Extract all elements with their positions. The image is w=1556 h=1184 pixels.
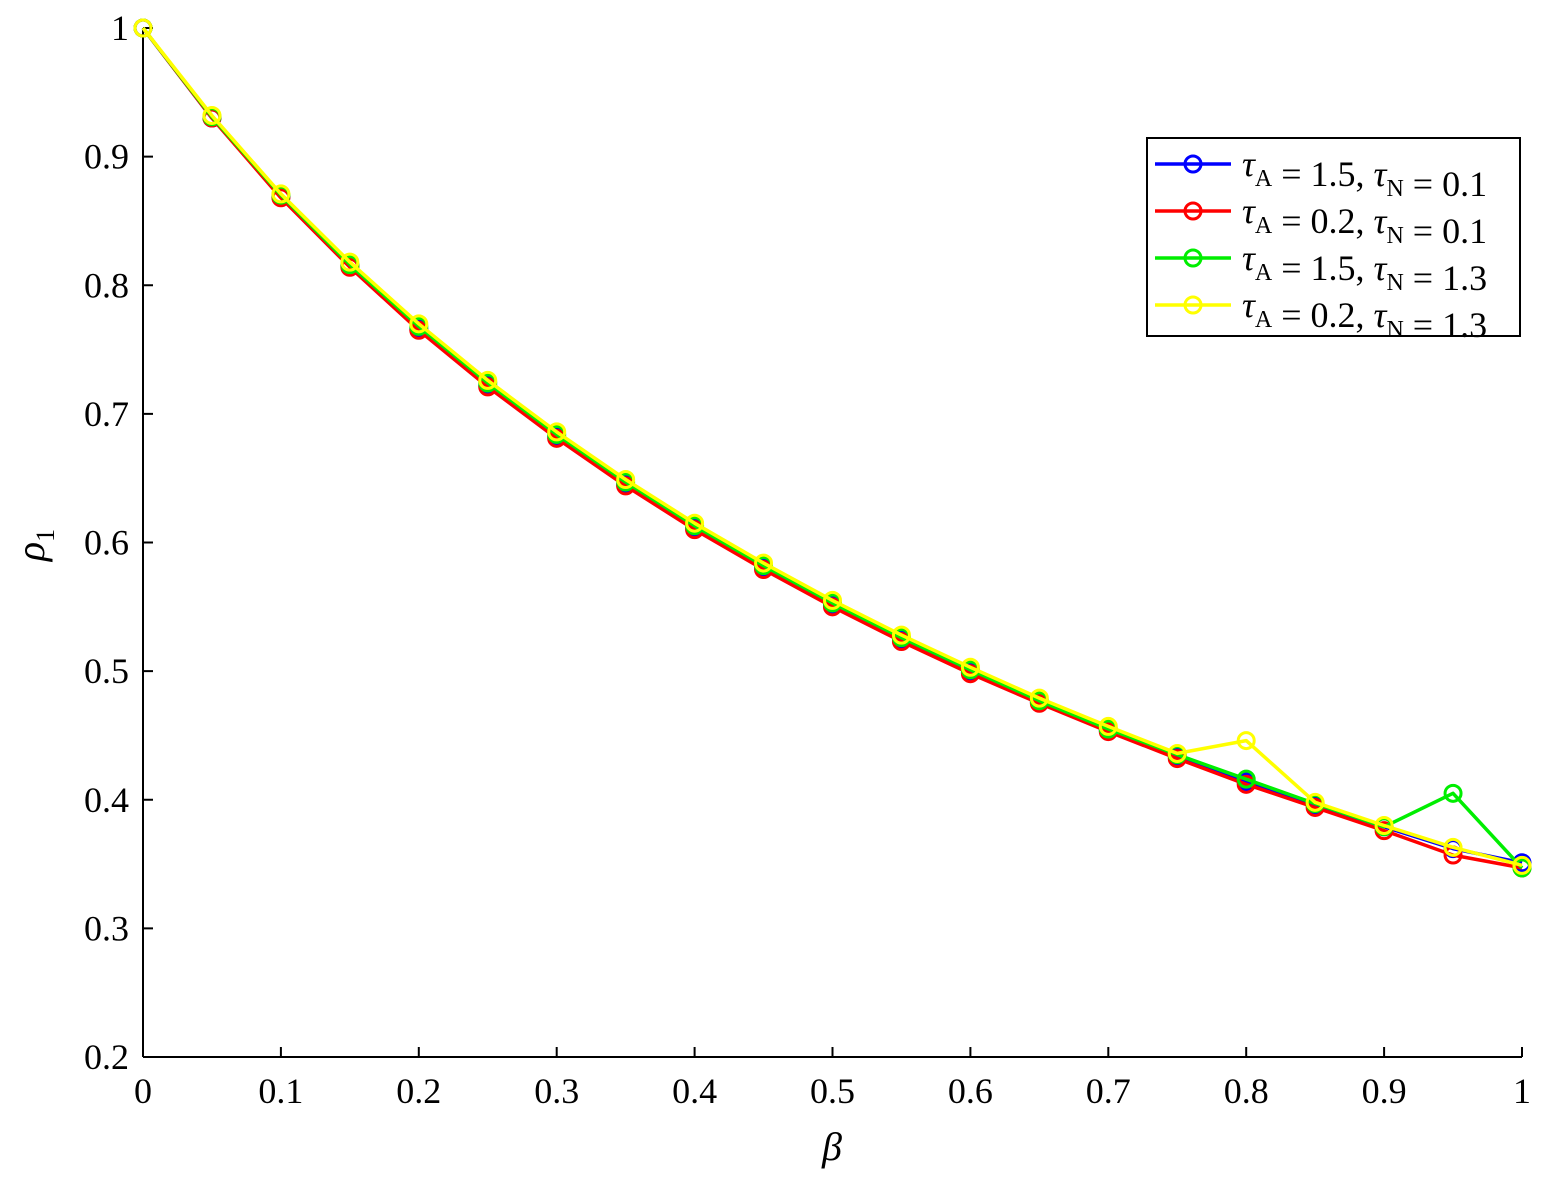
- legend-box: [1146, 137, 1521, 337]
- legend-swatch-marker: [1183, 248, 1203, 268]
- data-point: [1236, 731, 1256, 751]
- legend-label: τA = 1.5, τN = 0.1: [1242, 144, 1487, 204]
- x-tick-label: 0: [134, 1071, 152, 1111]
- data-point: [960, 657, 980, 677]
- y-axis-title-main: ρ: [8, 542, 53, 563]
- data-point: [1443, 783, 1463, 803]
- x-tick-label: 0.6: [948, 1071, 993, 1111]
- y-tick-label: 0.2: [84, 1037, 129, 1077]
- x-axis-title: β: [821, 1124, 842, 1169]
- axis-titles: β ρ1: [8, 529, 842, 1169]
- data-point: [133, 18, 153, 38]
- data-point: [271, 184, 291, 204]
- legend-label: τA = 0.2, τN = 0.1: [1242, 191, 1487, 251]
- series-line: [141, 26, 1524, 870]
- data-point: [202, 105, 222, 125]
- y-axis-title-sub: 1: [31, 529, 60, 542]
- series-line: [141, 26, 1523, 867]
- y-tick-label: 0.4: [84, 780, 129, 820]
- series-line: [141, 26, 1523, 870]
- data-point: [409, 314, 429, 334]
- data-point: [1098, 716, 1118, 736]
- y-axis-title: ρ1: [8, 529, 60, 563]
- data-point: [891, 625, 911, 645]
- y-tick-label: 0.5: [84, 651, 129, 691]
- x-tick-label: 0.4: [672, 1071, 717, 1111]
- x-tick-label: 0.3: [534, 1071, 579, 1111]
- x-tick-label: 0.5: [810, 1071, 855, 1111]
- legend-swatch-marker: [1183, 201, 1203, 221]
- series-4: [133, 18, 1532, 875]
- x-tick-label: 0.1: [258, 1071, 303, 1111]
- y-tick-label: 1: [111, 8, 129, 48]
- legend-swatch-marker: [1183, 154, 1203, 174]
- data-point: [685, 513, 705, 533]
- legend-entry: τA = 0.2, τN = 1.3: [1155, 285, 1487, 345]
- y-tick-label: 0.6: [84, 523, 129, 563]
- data-point: [1236, 769, 1256, 789]
- legend-label: τA = 0.2, τN = 1.3: [1242, 285, 1487, 345]
- x-tick-label: 0.8: [1224, 1071, 1269, 1111]
- y-tick-label: 0.7: [84, 394, 129, 434]
- data-point: [1305, 792, 1325, 812]
- data-point: [1443, 837, 1463, 857]
- data-point: [340, 252, 360, 272]
- y-tick-label: 0.8: [84, 265, 129, 305]
- data-point: [1374, 815, 1394, 835]
- legend-label: τA = 1.5, τN = 1.3: [1242, 238, 1487, 298]
- legend-entry: τA = 1.5, τN = 0.1: [1155, 144, 1487, 204]
- legend: τA = 1.5, τN = 0.1τA = 0.2, τN = 0.1τA =…: [1146, 137, 1521, 345]
- x-tick-label: 0.7: [1086, 1071, 1131, 1111]
- data-point: [1512, 855, 1532, 875]
- ticks: 0 0.1 0.2 0.3 0.4 0.5 0.6 0.7 0.8 0.9 1 0.2 0.3 0.4 0.…: [84, 8, 1531, 1111]
- x-tick-label: 0.2: [396, 1071, 441, 1111]
- y-tick-label: 0.3: [84, 908, 129, 948]
- svg-text:ρ1: ρ1: [8, 529, 60, 563]
- legend-entry: τA = 1.5, τN = 1.3: [1155, 238, 1487, 298]
- data-point: [1167, 743, 1187, 763]
- data-point: [754, 553, 774, 573]
- data-point: [478, 370, 498, 390]
- data-point: [616, 469, 636, 489]
- x-tick-label: 0.9: [1362, 1071, 1407, 1111]
- data-point: [823, 590, 842, 610]
- x-tick-label: 1: [1513, 1071, 1531, 1111]
- legend-entry: τA = 0.2, τN = 0.1: [1155, 191, 1487, 251]
- data-point: [547, 422, 567, 442]
- y-tick-label: 0.9: [84, 137, 129, 177]
- series-layer: [133, 18, 1532, 878]
- legend-swatch-marker: [1183, 295, 1203, 315]
- data-point: [1236, 774, 1256, 794]
- data-point: [1029, 688, 1049, 708]
